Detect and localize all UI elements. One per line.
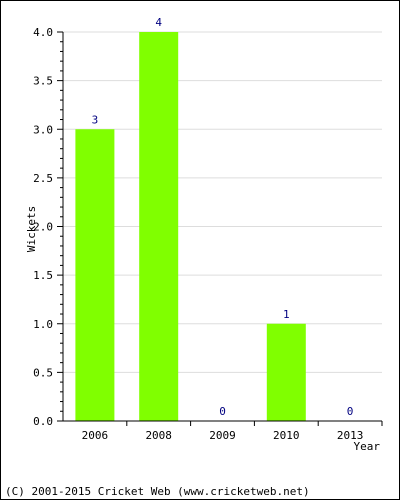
bars xyxy=(75,32,306,421)
y-tick-label: 3.5 xyxy=(33,75,53,88)
x-tick-label-2008: 2008 xyxy=(145,429,172,442)
copyright-text: (C) 2001-2015 Cricket Web (www.cricketwe… xyxy=(5,485,310,498)
y-tick-label: 2.5 xyxy=(33,172,53,185)
bar-2010 xyxy=(266,323,306,421)
x-tick-label-2010: 2010 xyxy=(273,429,300,442)
data-label-2006: 3 xyxy=(92,113,99,126)
y-tick-label: 0.0 xyxy=(33,415,53,428)
axes: 0.0 0.5 1.0 1.5 2.0 2.5 3.0 3.5 4.0 2006 2008 2009 2… xyxy=(33,26,383,442)
data-label-2008: 4 xyxy=(155,16,162,29)
y-tick-label: 3.0 xyxy=(33,123,53,136)
data-label-2013: 0 xyxy=(347,405,354,418)
data-label-2009: 0 xyxy=(219,405,226,418)
x-tick-label-2013: 2013 xyxy=(337,429,364,442)
data-label-2010: 1 xyxy=(283,308,290,321)
y-axis-title: Wickets xyxy=(25,206,38,252)
x-tick-label-2006: 2006 xyxy=(82,429,109,442)
y-tick-label: 1.0 xyxy=(33,318,53,331)
y-tick-label: 1.5 xyxy=(33,269,53,282)
x-axis-title: Year xyxy=(354,440,381,453)
bar-2008 xyxy=(139,32,179,421)
data-labels: 3 4 0 1 0 xyxy=(92,16,354,418)
gridlines xyxy=(63,31,382,373)
bar-2006 xyxy=(75,129,115,421)
y-tick-label: 2.0 xyxy=(33,221,53,234)
y-tick-label: 4.0 xyxy=(33,26,53,39)
y-tick-label: 0.5 xyxy=(33,366,53,379)
x-tick-label-2009: 2009 xyxy=(209,429,236,442)
